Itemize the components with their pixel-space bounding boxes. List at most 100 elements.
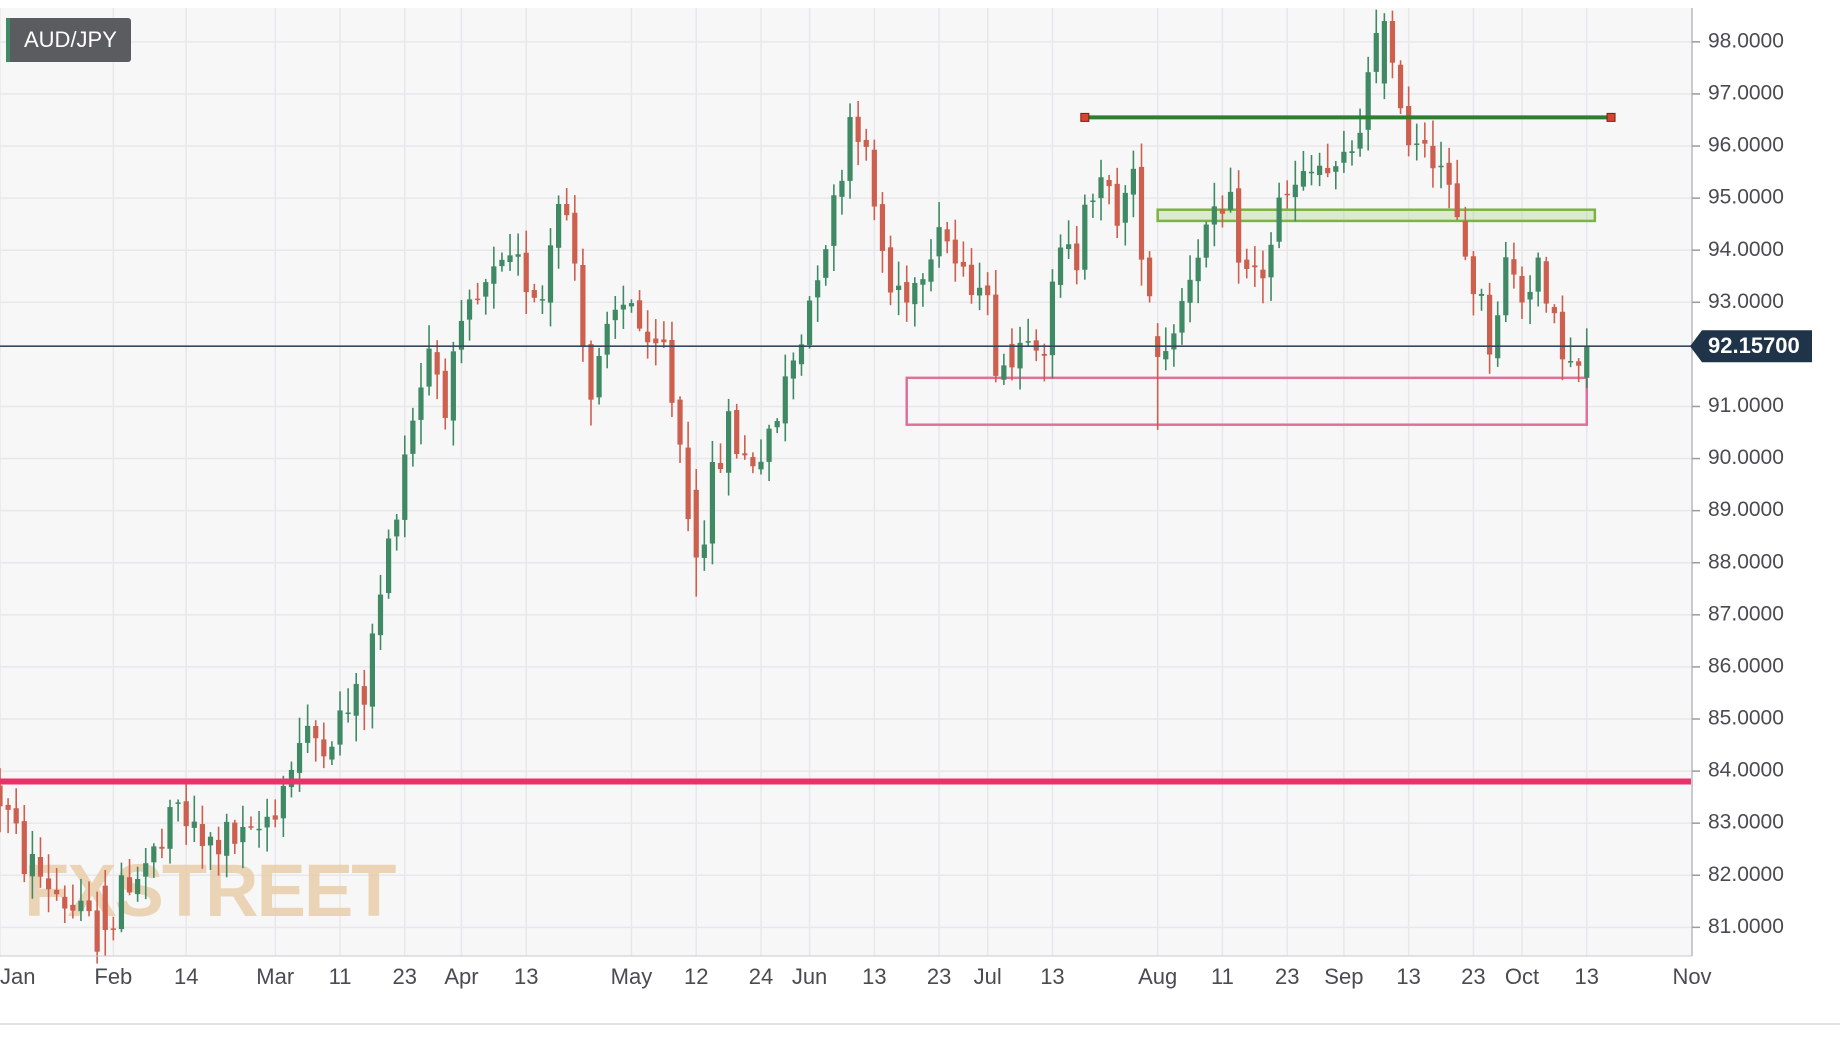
candle-body (1535, 257, 1541, 292)
candle-body (29, 853, 35, 877)
candle-body (1438, 165, 1444, 168)
candle-body (264, 816, 270, 828)
candle (1195, 239, 1201, 304)
candle-body (475, 298, 481, 301)
candle-body (863, 139, 869, 147)
candle (1017, 326, 1023, 390)
candle (118, 862, 125, 933)
candle-body (1397, 64, 1404, 109)
candle (1349, 140, 1355, 166)
candle (1478, 288, 1485, 311)
candle (135, 866, 141, 902)
candle-body (717, 462, 724, 470)
candle (224, 813, 230, 878)
x-tick-label: Oct (1505, 964, 1539, 989)
support-zone[interactable] (905, 376, 1589, 426)
candle-body (1543, 261, 1549, 304)
candle-body (693, 489, 699, 558)
candle-body (1511, 259, 1517, 275)
candle (126, 858, 133, 896)
candle-body (118, 875, 125, 930)
candle (1276, 182, 1282, 249)
candle-body (871, 149, 877, 207)
candle-body (135, 879, 141, 895)
candle (863, 128, 869, 161)
candle-body (928, 259, 934, 282)
candle-body (1122, 192, 1128, 223)
candle-body (806, 300, 813, 345)
candle (361, 669, 367, 731)
x-tick-label: Aug (1138, 964, 1177, 989)
candle-body (1284, 193, 1290, 196)
candle-body (499, 259, 505, 267)
x-tick-label: Jan (0, 964, 35, 989)
candle-body (766, 428, 772, 462)
x-tick-label: Apr (444, 964, 478, 989)
candle (94, 891, 100, 964)
candle (645, 310, 651, 359)
candle-body (45, 878, 52, 890)
candle (337, 691, 343, 756)
candle (717, 443, 724, 474)
y-tick-label: 83.0000 (1708, 811, 1784, 834)
candle-body (5, 804, 11, 810)
x-tick-label: Feb (94, 964, 132, 989)
candle (418, 362, 424, 445)
candle (215, 826, 222, 876)
candle-body (847, 117, 853, 181)
candle-body (296, 743, 303, 773)
candle (1365, 56, 1371, 151)
resistance-line-handle[interactable] (1080, 112, 1090, 122)
candle (256, 811, 262, 848)
candle-body (539, 299, 546, 301)
candle-body (612, 309, 618, 321)
candle-body (1389, 21, 1396, 63)
candle-body (1551, 307, 1557, 314)
resistance-line-handle[interactable] (1606, 112, 1616, 122)
candle-body (1373, 33, 1379, 72)
candle (5, 798, 11, 834)
candle (531, 283, 537, 303)
symbol-badge[interactable]: AUD/JPY (6, 18, 131, 62)
y-tick-label: 85.0000 (1708, 707, 1784, 730)
candle (612, 295, 618, 339)
candle (369, 623, 376, 729)
candle-body (839, 180, 845, 197)
x-tick-label: May (611, 964, 653, 989)
resistance-zone[interactable] (1156, 208, 1597, 223)
candle (475, 282, 481, 305)
candle-body (653, 338, 659, 344)
candle (491, 246, 497, 309)
candle (993, 269, 999, 383)
y-tick-label: 95.0000 (1708, 186, 1784, 209)
candle (726, 398, 732, 496)
candle (0, 768, 3, 833)
candle (159, 828, 165, 859)
candle-body (385, 538, 392, 594)
candle (1527, 275, 1533, 325)
candle-body (442, 370, 448, 418)
candle (831, 184, 837, 272)
candle-body (159, 846, 165, 849)
candle-body (531, 290, 537, 298)
candle-body (1503, 257, 1509, 316)
candle-body (1567, 361, 1574, 363)
candle-body (1414, 143, 1420, 145)
candle-body (1357, 132, 1363, 149)
candle (248, 816, 254, 830)
plot-area[interactable] (0, 8, 1692, 956)
annotation-lines[interactable] (0, 112, 1692, 785)
candle-body (1025, 341, 1031, 343)
candle (1414, 123, 1420, 161)
candle (1519, 266, 1525, 319)
annotation-zones[interactable] (905, 208, 1597, 426)
candle-body (669, 339, 675, 403)
candle (1430, 120, 1436, 188)
candle (1219, 195, 1226, 228)
candle (1300, 150, 1307, 191)
candle-body (734, 410, 740, 455)
candle (1567, 337, 1574, 368)
y-axis-panel[interactable] (1692, 8, 1840, 956)
candle-body (726, 411, 732, 473)
